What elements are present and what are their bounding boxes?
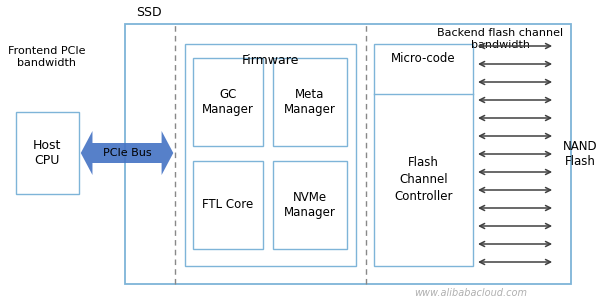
Bar	[272, 58, 347, 146]
Text: NAND
Flash: NAND Flash	[563, 140, 598, 168]
Bar	[272, 161, 347, 249]
Text: Frontend PCIe
bandwidth: Frontend PCIe bandwidth	[8, 46, 85, 68]
Text: Micro-code: Micro-code	[391, 52, 456, 65]
Bar	[374, 44, 473, 266]
Text: FTL Core: FTL Core	[202, 199, 253, 212]
Text: GC
Manager: GC Manager	[202, 88, 254, 116]
Text: Backend flash channel
bandwidth: Backend flash channel bandwidth	[437, 28, 563, 50]
Text: Host
CPU: Host CPU	[33, 139, 61, 167]
Text: Meta
Manager: Meta Manager	[284, 88, 335, 116]
Text: Firmware: Firmware	[242, 54, 299, 67]
Bar	[16, 112, 79, 194]
Bar	[125, 24, 571, 284]
Bar	[193, 161, 263, 249]
Text: PCIe Bus: PCIe Bus	[103, 148, 151, 158]
Bar	[193, 58, 263, 146]
Text: SSD: SSD	[136, 6, 162, 19]
Text: NVMe
Manager: NVMe Manager	[284, 191, 335, 219]
Text: www.alibabacloud.com: www.alibabacloud.com	[414, 288, 527, 298]
Bar	[185, 44, 356, 266]
Text: Flash
Channel
Controller: Flash Channel Controller	[394, 157, 453, 203]
Polygon shape	[81, 131, 173, 175]
